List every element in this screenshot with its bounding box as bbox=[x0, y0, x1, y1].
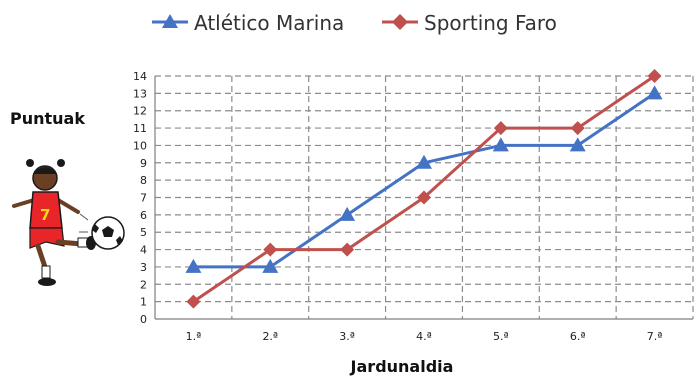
y-tick-label: 11 bbox=[133, 122, 147, 135]
x-tick-label: 2.ª bbox=[262, 330, 278, 343]
y-tick-label: 13 bbox=[133, 87, 147, 100]
data-point-atletico-marina bbox=[492, 137, 509, 152]
legend-label-sporting-faro: Sporting Faro bbox=[424, 11, 557, 35]
x-axis-title: Jardunaldia bbox=[350, 357, 454, 376]
y-tick-label: 8 bbox=[140, 174, 147, 187]
data-point-atletico-marina bbox=[185, 258, 202, 273]
girl-kicking-ball-icon: 7 bbox=[12, 159, 125, 286]
legend-marker-sporting-faro bbox=[392, 14, 408, 30]
legend-marker-atletico-marina bbox=[162, 14, 178, 28]
y-tick-label: 12 bbox=[133, 105, 147, 118]
data-point-atletico-marina bbox=[416, 154, 432, 169]
y-tick-label: 10 bbox=[133, 139, 147, 152]
series-sporting-faro bbox=[186, 69, 662, 309]
data-point-atletico-marina bbox=[569, 137, 586, 152]
data-point-sporting-faro bbox=[417, 190, 431, 205]
x-tick-label: 4.ª bbox=[416, 330, 432, 343]
y-tick-label: 1 bbox=[140, 296, 147, 309]
y-tick-label: 7 bbox=[140, 192, 147, 205]
svg-text:7: 7 bbox=[40, 206, 50, 224]
y-axis-title: Puntuak bbox=[10, 109, 85, 128]
y-tick-label: 2 bbox=[140, 278, 147, 291]
y-tick-label: 3 bbox=[140, 261, 147, 274]
data-point-sporting-faro bbox=[570, 121, 585, 136]
data-point-sporting-faro bbox=[493, 121, 508, 136]
y-tick-label: 9 bbox=[140, 157, 147, 170]
y-tick-label: 14 bbox=[133, 70, 147, 83]
axes bbox=[154, 76, 693, 320]
x-tick-label: 6.ª bbox=[570, 330, 586, 343]
y-tick-label: 0 bbox=[140, 313, 147, 326]
x-tick-label: 3.ª bbox=[339, 330, 355, 343]
legend: Atlético Marina Sporting Faro bbox=[152, 11, 557, 35]
legend-label-atletico-marina: Atlético Marina bbox=[194, 11, 344, 35]
y-tick-label: 5 bbox=[140, 226, 147, 239]
x-tick-label: 5.ª bbox=[493, 330, 509, 343]
series-atletico-marina bbox=[185, 85, 663, 273]
data-point-sporting-faro bbox=[340, 242, 355, 257]
x-tick-label: 1.ª bbox=[186, 330, 202, 343]
y-tick-label: 4 bbox=[140, 244, 147, 257]
series-layer bbox=[185, 69, 663, 309]
data-point-atletico-marina bbox=[262, 258, 279, 273]
data-point-atletico-marina bbox=[646, 85, 663, 100]
x-tick-label: 7.ª bbox=[647, 330, 663, 343]
x-gridlines bbox=[231, 76, 694, 319]
data-point-sporting-faro bbox=[647, 69, 662, 83]
data-point-sporting-faro bbox=[263, 242, 278, 257]
legend-item-atletico-marina: Atlético Marina bbox=[152, 11, 344, 35]
data-point-sporting-faro bbox=[186, 294, 201, 309]
y-tick-label: 6 bbox=[140, 209, 147, 222]
data-point-atletico-marina bbox=[339, 206, 356, 221]
legend-item-sporting-faro: Sporting Faro bbox=[382, 11, 557, 35]
x-tick-labels: 1.ª 2.ª 3.ª 4.ª 5.ª 6.ª 7.ª bbox=[186, 330, 663, 343]
